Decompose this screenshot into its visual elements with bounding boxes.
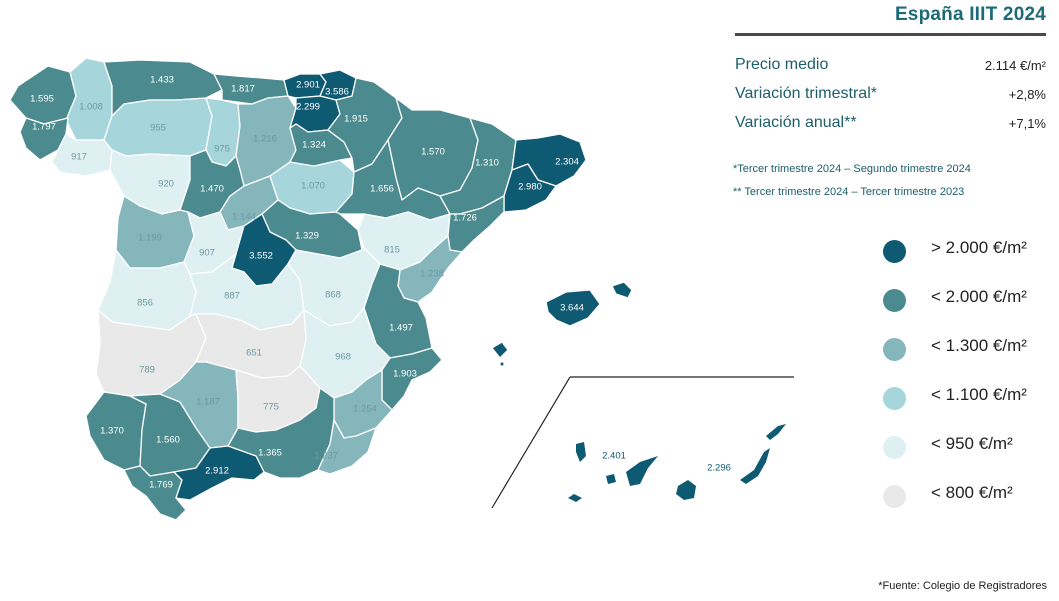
province-value-ourense: 917 — [71, 152, 87, 163]
footnote-quarterly: *Tercer trimestre 2024 – Segundo trimest… — [733, 163, 971, 175]
province-value-murcia: 1.254 — [353, 404, 377, 415]
province-value-madrid: 3.552 — [249, 251, 273, 262]
stat-value: +2,8% — [1008, 87, 1046, 102]
province-value-baleares: 3.644 — [560, 303, 584, 314]
summary-stats: Precio medio 2.114 €/m² Variación trimes… — [735, 56, 1046, 143]
province-value-barcelona: 2.980 — [518, 182, 542, 193]
canarias-inset-frame — [491, 376, 794, 509]
legend-item: < 800 €/m² — [883, 483, 1058, 532]
footnotes: *Tercer trimestre 2024 – Segundo trimest… — [733, 163, 1053, 209]
province-value-jaen: 775 — [263, 402, 279, 413]
province-value-zaragoza: 1.656 — [370, 184, 394, 195]
legend-swatch — [883, 485, 906, 508]
stat-value: +7,1% — [1008, 116, 1046, 131]
legend-item: > 2.000 €/m² — [883, 238, 1058, 287]
province-value-asturias: 1.433 — [150, 75, 174, 86]
province-value-navarra: 1.915 — [344, 114, 368, 125]
province-value-cuenca: 868 — [325, 290, 341, 301]
province-value-albacete: 968 — [335, 352, 351, 363]
province-value-segovia: 1.144 — [232, 212, 256, 223]
legend-swatch — [883, 387, 906, 410]
province-value-burgos: 1.216 — [253, 134, 277, 145]
province-value-bizkaia: 2.901 — [296, 80, 320, 91]
legend-label: > 2.000 €/m² — [931, 238, 1027, 257]
province-value-la-rioja: 1.324 — [302, 140, 326, 151]
province-value-valencia: 1.497 — [389, 323, 413, 334]
province-value-badajoz: 789 — [139, 365, 155, 376]
legend-item: < 950 €/m² — [883, 434, 1058, 483]
province-las-palmas — [676, 424, 786, 500]
province-value-granada: 1.365 — [258, 448, 282, 459]
stat-annual-change: Variación anual** +7,1% — [735, 114, 1046, 143]
title-underline — [735, 33, 1046, 36]
province-value-las-palmas: 2.296 — [707, 463, 731, 474]
stat-average-price: Precio medio 2.114 €/m² — [735, 56, 1046, 85]
legend-label: < 2.000 €/m² — [931, 287, 1027, 306]
province-value-huesca: 1.570 — [421, 147, 445, 158]
footnote-annual: ** Tercer trimestre 2024 – Tercer trimes… — [733, 186, 965, 198]
legend-item: < 1.300 €/m² — [883, 336, 1058, 385]
map-title: España IIIT 2024 — [894, 4, 1046, 25]
province-value-zamora: 920 — [158, 179, 174, 190]
province-value-avila: 907 — [199, 248, 215, 259]
province-value-cordoba: 1.187 — [196, 397, 220, 408]
province-value-ciudad-real: 651 — [246, 348, 262, 359]
stat-value: 2.114 €/m² — [984, 58, 1046, 73]
province-value-palencia: 975 — [214, 144, 230, 155]
stat-label: Variación trimestral* — [735, 85, 877, 102]
province-value-pontevedra: 1.797 — [32, 122, 56, 133]
province-value-alava: 2.299 — [296, 102, 320, 113]
stat-label: Precio medio — [735, 56, 829, 73]
province-value-teruel: 815 — [384, 245, 400, 256]
province-value-huelva: 1.370 — [100, 426, 124, 437]
legend-label: < 1.300 €/m² — [931, 336, 1027, 355]
stat-quarterly-change: Variación trimestral* +2,8% — [735, 85, 1046, 114]
province-tarragona — [447, 195, 505, 253]
province-value-sevilla: 1.560 — [156, 435, 180, 446]
source-note: *Fuente: Colegio de Registradores — [878, 580, 1047, 592]
province-value-lleida: 1.310 — [475, 158, 499, 169]
province-baleares — [491, 281, 633, 367]
province-value-malaga: 2.912 — [205, 466, 229, 477]
province-value-valladolid: 1.470 — [200, 184, 224, 195]
province-value-alicante: 1.903 — [393, 369, 417, 380]
legend-label: < 950 €/m² — [931, 434, 1013, 453]
province-value-almeria: 1.237 — [314, 451, 338, 462]
province-value-soria: 1.070 — [301, 181, 325, 192]
legend-label: < 1.100 €/m² — [931, 385, 1027, 404]
province-value-guadalajara: 1.329 — [295, 231, 319, 242]
province-value-caceres: 856 — [137, 298, 153, 309]
legend-swatch — [883, 289, 906, 312]
province-value-salamanca: 1.199 — [138, 233, 162, 244]
province-value-tarragona: 1.726 — [453, 213, 477, 224]
legend-item: < 2.000 €/m² — [883, 287, 1058, 336]
province-value-toledo: 887 — [224, 291, 240, 302]
province-value-lugo: 1.008 — [79, 102, 103, 113]
province-sc-tenerife — [568, 442, 658, 502]
province-value-cadiz: 1.769 — [149, 480, 173, 491]
province-value-a-coruna: 1.595 — [30, 94, 54, 105]
legend-swatch — [883, 338, 906, 361]
legend-item: < 1.100 €/m² — [883, 385, 1058, 434]
province-almeria — [317, 419, 377, 475]
province-value-leon: 955 — [150, 123, 166, 134]
legend-swatch — [883, 240, 906, 263]
province-value-sc-tenerife: 2.401 — [602, 451, 626, 462]
stat-label: Variación anual** — [735, 114, 857, 131]
province-value-castellon: 1.238 — [420, 269, 444, 280]
province-value-girona: 2.304 — [555, 157, 579, 168]
province-cadiz — [123, 465, 187, 521]
province-value-cantabria: 1.817 — [231, 84, 255, 95]
legend-label: < 800 €/m² — [931, 483, 1013, 502]
province-malaga — [173, 445, 265, 501]
legend-swatch — [883, 436, 906, 459]
province-value-gipuzkoa: 3.586 — [325, 87, 349, 98]
price-legend: > 2.000 €/m² < 2.000 €/m² < 1.300 €/m² <… — [883, 238, 1058, 532]
province-palencia — [205, 97, 241, 167]
